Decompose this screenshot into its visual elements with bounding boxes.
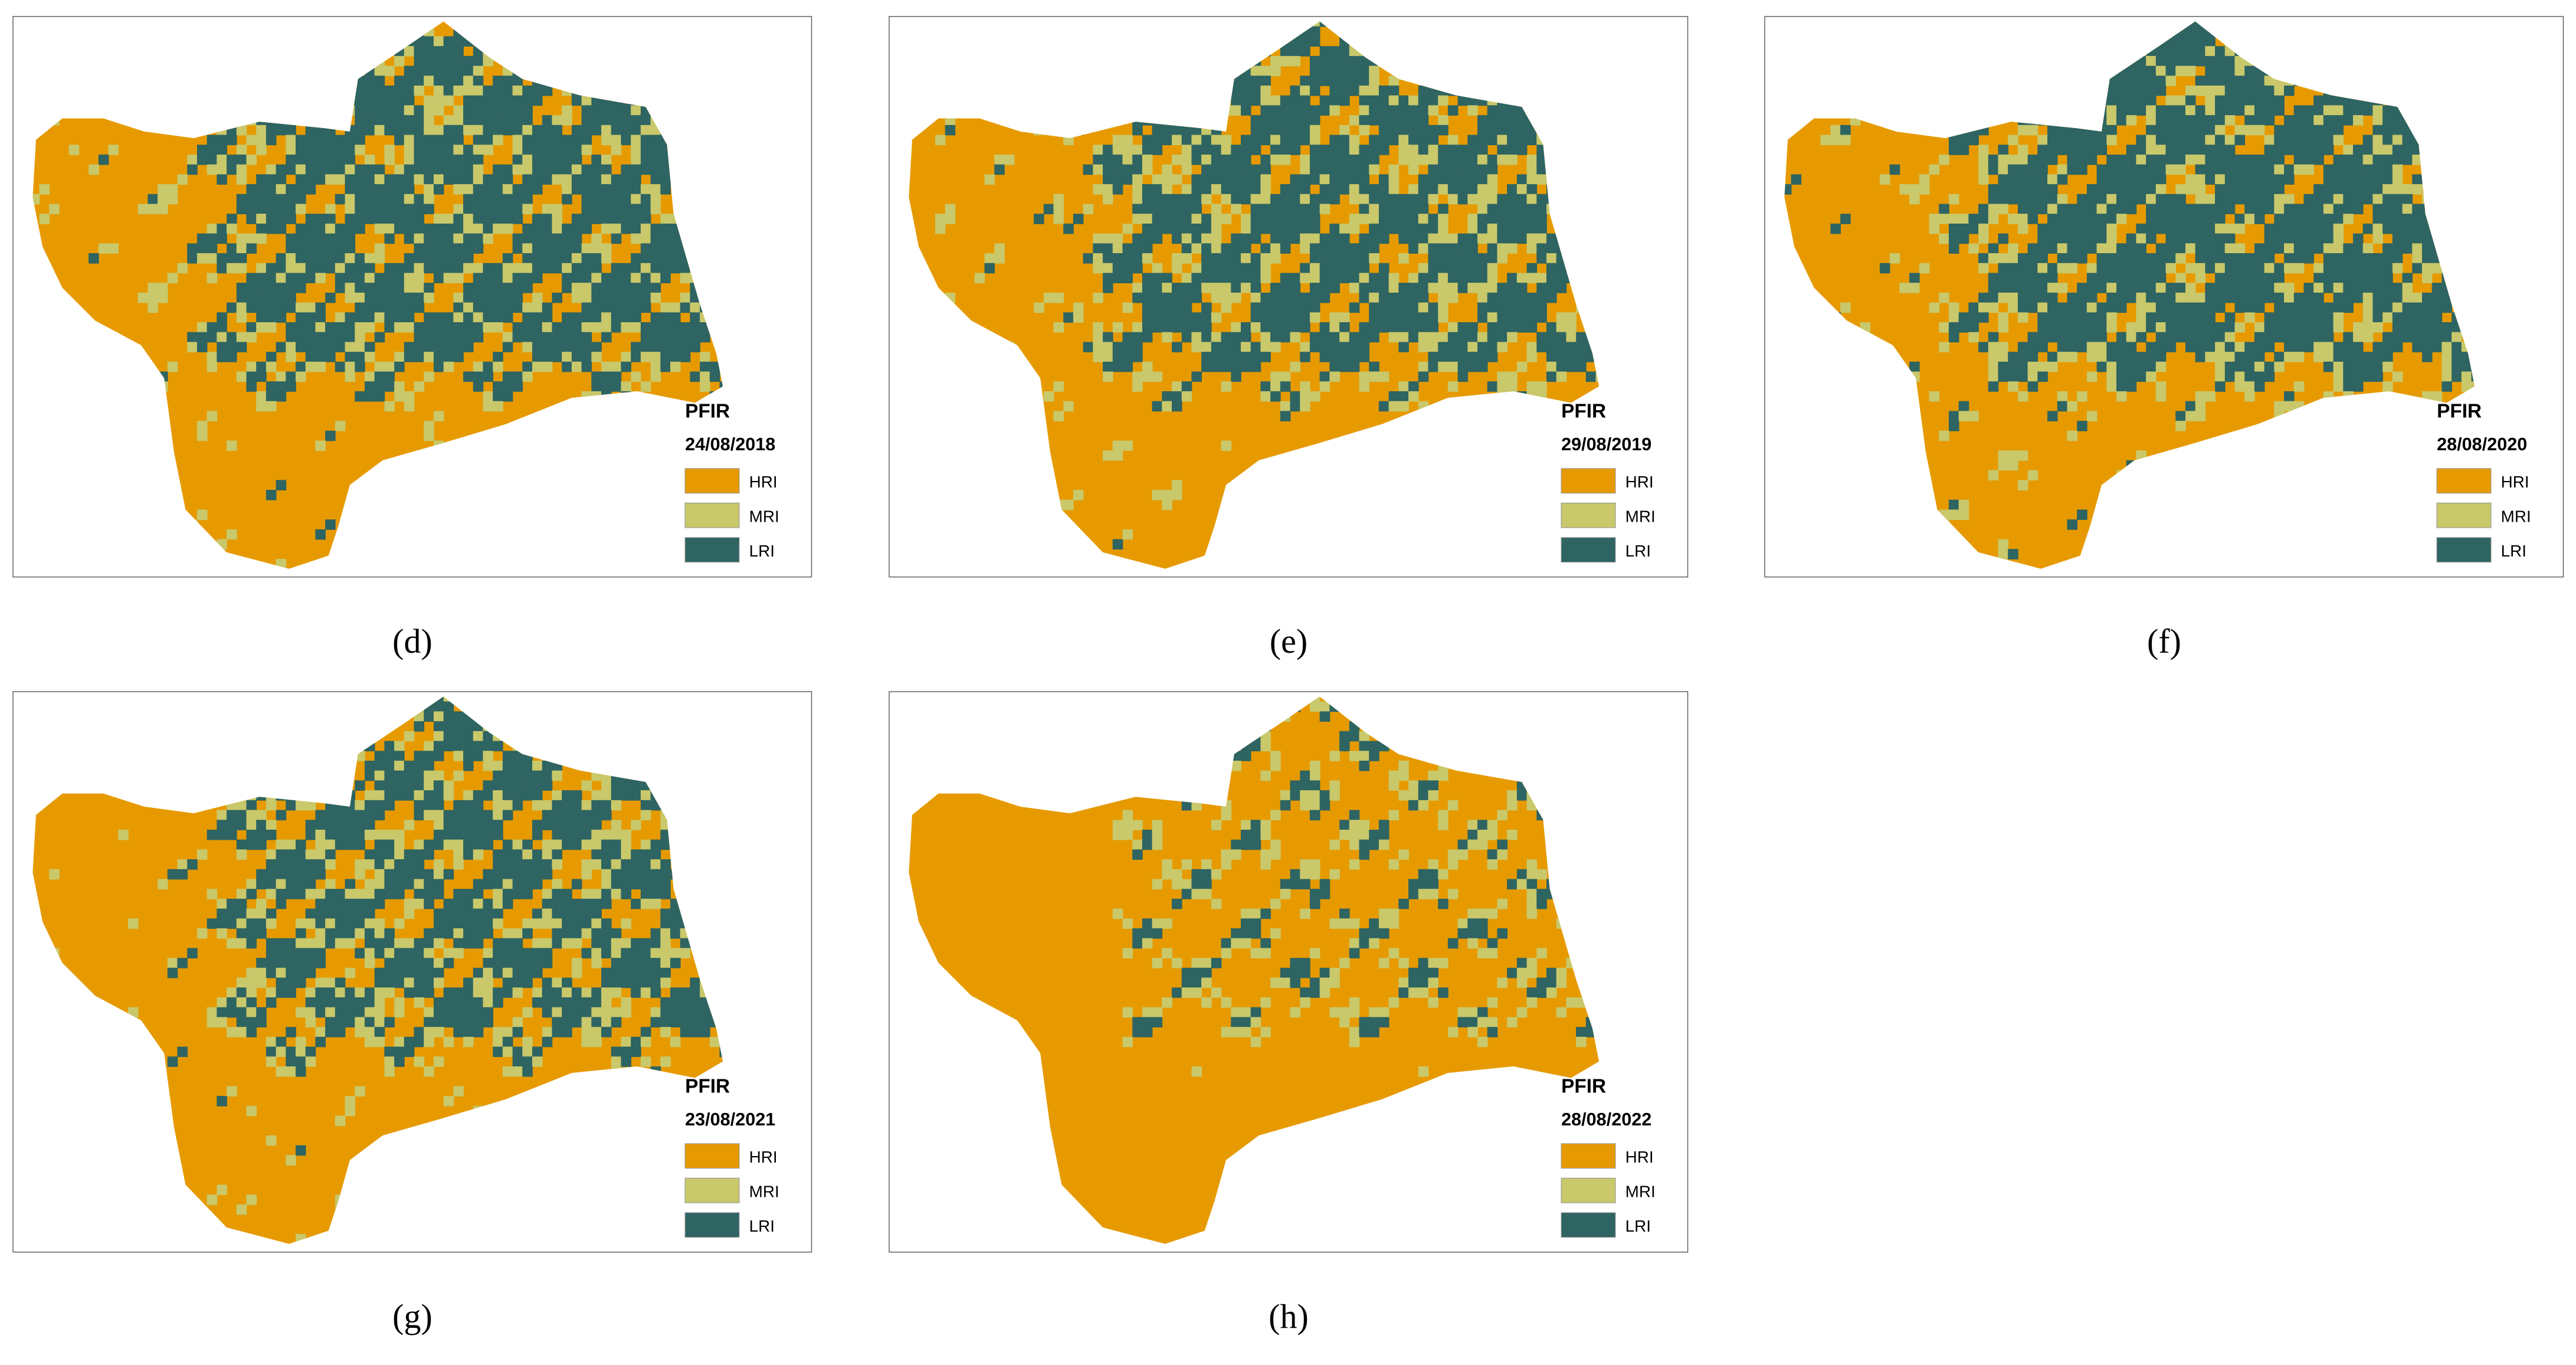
legend-title: PFIR (1561, 401, 1606, 423)
map-panel: PFIR 28/08/2020 HRI MRI LRI (1764, 16, 2564, 578)
map-panel: PFIR 29/08/2019 HRI MRI LRI (889, 16, 1689, 578)
legend-label: LRI (749, 1217, 775, 1235)
legend-date: 23/08/2021 (685, 1109, 775, 1130)
study-area (909, 696, 1600, 1244)
legend-date: 24/08/2018 (685, 434, 775, 454)
legend-label: LRI (1625, 1217, 1651, 1235)
legend-date: 28/08/2022 (1561, 1109, 1651, 1130)
legend-label: HRI (749, 473, 778, 491)
legend-date: 29/08/2019 (1561, 434, 1651, 454)
legend-swatch (684, 468, 740, 494)
map-panel: PFIR 28/08/2022 HRI MRI LRI (889, 691, 1689, 1253)
legend-title: PFIR (2437, 401, 2482, 423)
legend-date: 28/08/2020 (2437, 434, 2527, 454)
legend-label: MRI (1625, 507, 1656, 525)
panel-label: (d) (392, 622, 432, 660)
legend-swatch (1561, 502, 1616, 528)
panel-label: (e) (1270, 622, 1307, 660)
legend-swatch (2436, 468, 2492, 494)
legend-swatch (1561, 1177, 1616, 1203)
legend-label: HRI (749, 1148, 778, 1166)
legend-swatch (2436, 502, 2492, 528)
legend-label: HRI (1625, 473, 1654, 491)
legend-title: PFIR (1561, 1076, 1606, 1098)
legend-label: MRI (1625, 1182, 1656, 1200)
panel-label: (f) (2147, 622, 2181, 660)
legend-label: MRI (749, 1182, 779, 1200)
legend-swatch (684, 502, 740, 528)
legend-swatch (2436, 537, 2492, 563)
legend-label: MRI (2501, 507, 2531, 525)
map-panel: PFIR 23/08/2021 HRI MRI LRI (12, 691, 812, 1253)
map-panel: PFIR 24/08/2018 HRI MRI LRI (12, 16, 812, 578)
legend-label: HRI (2501, 473, 2529, 491)
legend-label: LRI (2501, 542, 2526, 560)
legend-swatch (1561, 1143, 1616, 1169)
legend-label: LRI (1625, 542, 1651, 560)
legend-swatch (684, 1212, 740, 1238)
legend-swatch (684, 1143, 740, 1169)
legend-swatch (1561, 468, 1616, 494)
panel-label: (h) (1269, 1297, 1309, 1335)
legend-swatch (684, 1177, 740, 1203)
panel-label: (g) (392, 1297, 432, 1335)
legend-label: HRI (1625, 1148, 1654, 1166)
legend-title: PFIR (685, 401, 730, 423)
legend-swatch (684, 537, 740, 563)
legend-label: LRI (749, 542, 775, 560)
legend-title: PFIR (685, 1076, 730, 1098)
legend-swatch (1561, 537, 1616, 563)
legend-label: MRI (749, 507, 779, 525)
legend-swatch (1561, 1212, 1616, 1238)
